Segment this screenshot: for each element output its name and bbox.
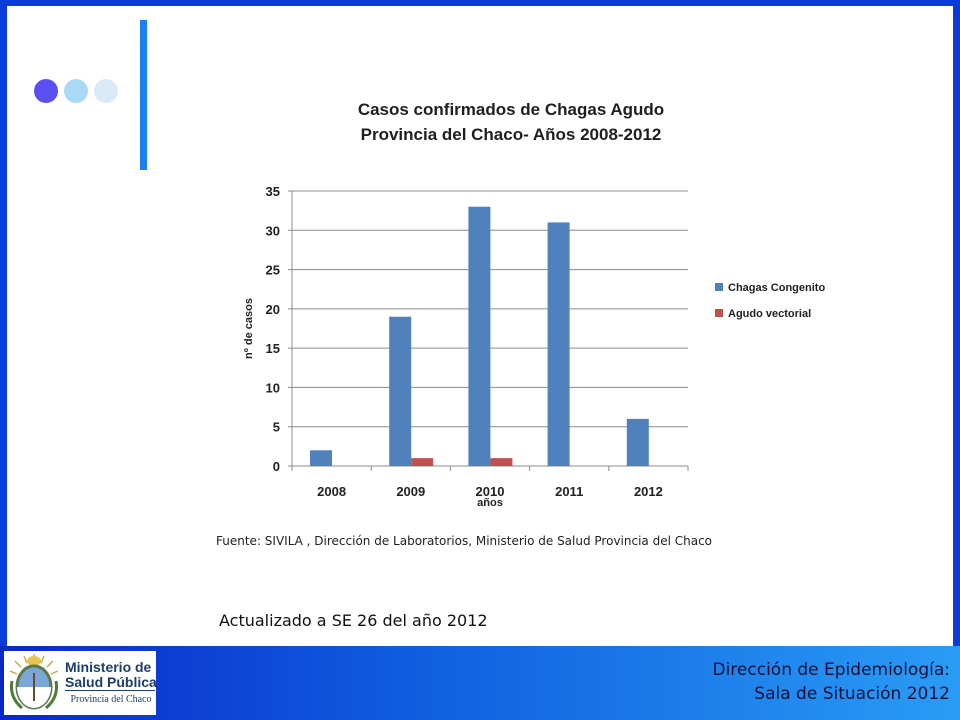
logo-title: Ministerio de Salud Pública [65, 659, 157, 690]
updated-note: Actualizado a SE 26 del año 2012 [219, 611, 488, 630]
y-tick-label: 20 [266, 302, 280, 317]
x-axis-label: años [477, 497, 503, 509]
y-tick-label: 30 [266, 223, 280, 238]
x-tick-label: 2012 [634, 484, 663, 499]
decorative-vertical-bar [140, 20, 147, 170]
x-tick-label: 2009 [396, 484, 425, 499]
x-tick-label: 2011 [555, 484, 583, 499]
logo-subtitle: Provincia del Chaco [70, 694, 152, 705]
y-tick-label: 35 [266, 184, 280, 199]
legend-swatch [715, 309, 723, 317]
legend-label: Agudo vectorial [728, 308, 811, 320]
source-note: Fuente: SIVILA , Dirección de Laboratori… [216, 534, 713, 548]
y-tick-label: 15 [266, 341, 280, 356]
x-tick-label: 2010 [476, 484, 505, 499]
legend-label: Chagas Congenito [728, 282, 825, 294]
coat-of-arms-icon [9, 654, 59, 710]
chart-title: Provincia del Chaco- Años 2008-2012 [361, 125, 662, 144]
y-tick-label: 10 [266, 380, 280, 395]
y-tick-label: 5 [273, 420, 280, 435]
logo-divider [65, 690, 155, 691]
ministry-logo: Ministerio de Salud Pública Provincia de… [4, 651, 157, 715]
frame-top [0, 0, 960, 6]
bar [490, 458, 513, 466]
bar [411, 458, 434, 466]
x-tick-label: 2008 [317, 484, 346, 499]
chart-title: Casos confirmados de Chagas Agudo [358, 100, 664, 119]
decorative-dot [94, 79, 118, 103]
footer-banner: Ministerio de Salud Pública Provincia de… [0, 646, 960, 720]
bar [310, 450, 332, 466]
y-axis-label: nº de casos [243, 298, 255, 359]
legend-swatch [715, 283, 723, 291]
frame-left [0, 0, 7, 646]
bar [389, 316, 412, 466]
bar [468, 206, 491, 466]
frame-right [953, 0, 960, 646]
bar [626, 418, 649, 466]
footer-text: Dirección de Epidemiología: Sala de Situ… [712, 658, 950, 706]
bar [547, 222, 570, 466]
footer-line-2: Sala de Situación 2012 [754, 684, 950, 704]
bar-chart: Casos confirmados de Chagas Agudo Provinc… [243, 100, 825, 509]
decorative-dot [34, 79, 58, 103]
y-tick-label: 0 [273, 459, 280, 474]
footer-line-1: Dirección de Epidemiología: [712, 660, 950, 680]
y-tick-label: 25 [266, 263, 280, 278]
decorative-dot [64, 79, 88, 103]
